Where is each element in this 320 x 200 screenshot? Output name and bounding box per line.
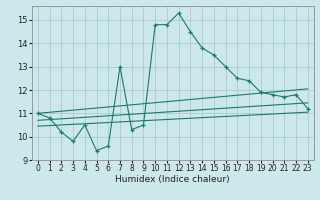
X-axis label: Humidex (Indice chaleur): Humidex (Indice chaleur) <box>116 175 230 184</box>
